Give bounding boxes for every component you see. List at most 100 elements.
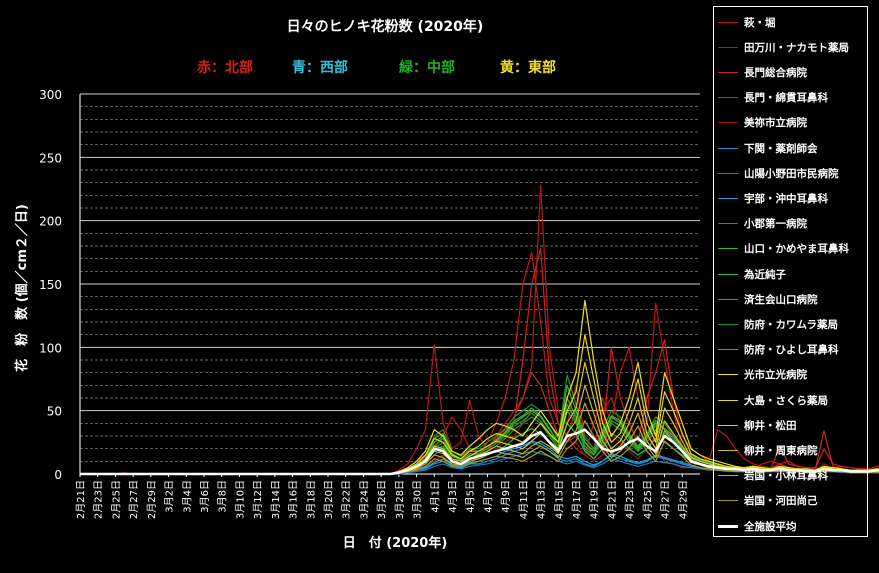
x-tick-label: 4月11日 xyxy=(518,480,530,519)
legend-swatch xyxy=(718,500,738,502)
legend-item: 柳井・周東病院 xyxy=(718,441,818,459)
legend-swatch xyxy=(718,197,738,199)
legend-item: 田万川・ナカモト薬局 xyxy=(718,38,849,56)
x-tick-label: 4月15日 xyxy=(553,480,565,519)
region-label: 赤：北部 xyxy=(197,59,253,76)
x-tick-label: 3月10日 xyxy=(234,480,246,519)
legend-swatch xyxy=(718,424,738,426)
legend-swatch xyxy=(718,147,738,149)
x-tick-label: 3月20日 xyxy=(323,480,335,519)
x-tick-label: 3月24日 xyxy=(358,480,370,519)
y-tick-label: 200 xyxy=(39,215,62,229)
legend-label: 長門総合病院 xyxy=(744,66,807,79)
legend-label: 美祢市立病院 xyxy=(744,117,807,130)
legend-label: 全施設平均 xyxy=(744,520,797,533)
x-tick-label: 3月30日 xyxy=(412,480,424,519)
legend-item: 岩国・小林耳鼻科 xyxy=(718,467,828,485)
legend-label: 光市立光病院 xyxy=(744,369,807,382)
legend-label: 柳井・松田 xyxy=(744,419,797,432)
x-tick-labels: 2月21日 2月23日 2月25日 2月27日 2月29日 3月2日 3月4日 3月6日 3月8… xyxy=(75,474,689,519)
legend-item: 小郡第一病院 xyxy=(718,215,807,233)
legend-item: 山陽小野田市民病院 xyxy=(718,164,839,182)
legend-label: 防府・カワムラ薬局 xyxy=(744,318,838,331)
legend-swatch xyxy=(718,122,738,124)
region-label: 緑：中部 xyxy=(399,59,455,76)
x-tick-label: 2月29日 xyxy=(146,480,158,519)
legend-item: 全施設平均 xyxy=(718,517,797,535)
legend-item: 萩・堀 xyxy=(718,13,776,31)
region-labels: 赤：北部 青：西部 緑：中部 黄：東部 xyxy=(197,59,556,76)
legend-swatch xyxy=(718,97,738,99)
x-axis-label: 日 付 (2020年) xyxy=(343,535,448,551)
x-tick-label: 3月26日 xyxy=(376,480,388,519)
x-tick-label: 2月25日 xyxy=(110,480,122,519)
y-tick-label: 250 xyxy=(39,151,62,165)
legend-label: 岩国・河田尚己 xyxy=(744,495,818,508)
legend-label: 山口・かめやま耳鼻科 xyxy=(744,243,849,256)
legend-label: 宇部・沖中耳鼻科 xyxy=(744,192,828,205)
legend-label: 柳井・周東病院 xyxy=(744,444,818,457)
legend: 萩・堀田万川・ナカモト薬局長門総合病院長門・綿貫耳鼻科 美祢市立病院 下関・薬剤師会… xyxy=(713,6,868,537)
legend-item: 防府・カワムラ薬局 xyxy=(718,315,838,333)
legend-item: 山口・かめやま耳鼻科 xyxy=(718,240,849,258)
legend-item: 光市立光病院 xyxy=(718,366,807,384)
x-tick-label: 4月25日 xyxy=(642,480,654,519)
legend-label: 岩国・小林耳鼻科 xyxy=(744,470,828,483)
y-tick-labels: 0 50 100 150 200 250 300 xyxy=(39,88,62,482)
legend-item: 済生会山口病院 xyxy=(718,290,818,308)
x-tick-label: 4月27日 xyxy=(660,480,672,519)
legend-label: 為近純子 xyxy=(744,268,786,281)
x-tick-label: 4月19日 xyxy=(589,480,601,519)
x-tick-label: 3月12日 xyxy=(252,480,264,519)
legend-item: 大島・さくら薬局 xyxy=(718,391,828,409)
x-tick-label: 2月23日 xyxy=(93,480,105,519)
x-tick-label: 3月6日 xyxy=(199,480,211,513)
series-lines xyxy=(80,184,879,476)
legend-swatch xyxy=(718,273,738,275)
legend-swatch xyxy=(718,349,738,351)
region-label: 黄：東部 xyxy=(500,59,556,76)
x-tick-label: 3月4日 xyxy=(181,480,193,513)
x-tick-label: 3月2日 xyxy=(164,480,176,513)
legend-label: 大島・さくら薬局 xyxy=(744,394,828,407)
x-tick-label: 4月23日 xyxy=(624,480,636,519)
legend-swatch xyxy=(718,223,738,225)
legend-label: 済生会山口病院 xyxy=(744,293,818,306)
y-tick-label: 50 xyxy=(47,405,62,419)
legend-swatch xyxy=(718,323,738,325)
legend-item: 宇部・沖中耳鼻科 xyxy=(718,189,828,207)
gridlines xyxy=(79,93,700,475)
legend-item: 為近純子 xyxy=(718,265,786,283)
x-tick-label: 4月13日 xyxy=(536,480,548,519)
x-tick-label: 2月27日 xyxy=(128,480,140,519)
legend-swatch xyxy=(718,449,738,451)
legend-swatch xyxy=(718,524,738,528)
x-tick-label: 4月5日 xyxy=(465,480,477,513)
legend-item: 長門総合病院 xyxy=(718,63,807,81)
region-label: 青：西部 xyxy=(292,59,348,76)
legend-swatch xyxy=(718,46,738,48)
legend-item: 長門・綿貫耳鼻科 xyxy=(718,89,828,107)
legend-swatch xyxy=(718,298,738,300)
legend-swatch xyxy=(718,71,738,73)
legend-swatch xyxy=(718,21,738,23)
y-tick-label: 0 xyxy=(54,468,62,482)
x-tick-label: 4月3日 xyxy=(447,480,459,513)
y-axis-label: 花 粉 数 (個／cm２／日) xyxy=(14,204,30,372)
x-tick-label: 3月14日 xyxy=(270,480,282,519)
legend-swatch xyxy=(718,248,738,250)
x-tick-label: 3月18日 xyxy=(305,480,317,519)
x-tick-label: 4月9日 xyxy=(500,480,512,513)
legend-label: 長門・綿貫耳鼻科 xyxy=(744,92,828,105)
x-tick-label: 4月1日 xyxy=(429,480,441,513)
x-tick-label: 3月16日 xyxy=(288,480,300,519)
x-tick-label: 4月17日 xyxy=(571,480,583,519)
legend-label: 下関・薬剤師会 xyxy=(744,142,818,155)
x-tick-label: 3月8日 xyxy=(217,480,229,513)
legend-item: 柳井・松田 xyxy=(718,416,797,434)
legend-swatch xyxy=(718,374,738,376)
x-tick-label: 4月21日 xyxy=(606,480,618,519)
chart-title: 日々のヒノキ花粉数 (2020年) xyxy=(287,18,484,35)
x-tick-label: 2月21日 xyxy=(75,480,87,519)
legend-label: 防府・ひよし耳鼻科 xyxy=(744,344,839,357)
